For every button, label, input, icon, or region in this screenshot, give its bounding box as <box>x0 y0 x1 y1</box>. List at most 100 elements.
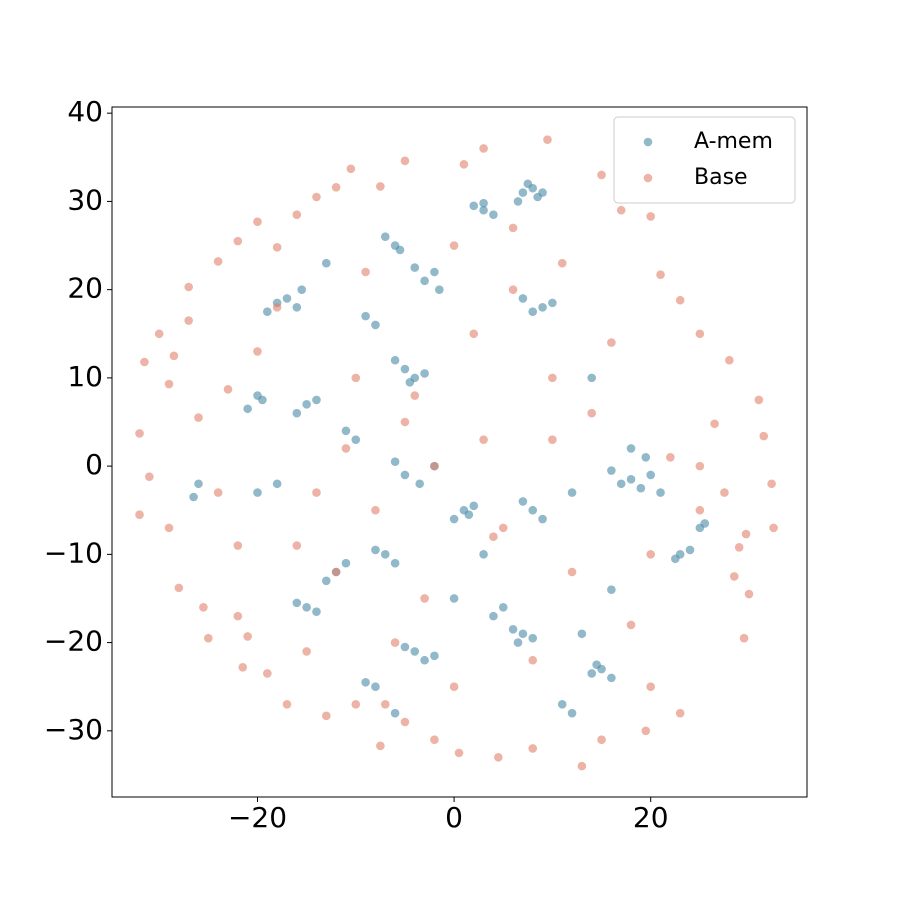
point <box>213 488 223 497</box>
y-tick-label: 0 <box>85 448 103 481</box>
point <box>430 735 439 744</box>
point <box>415 479 424 489</box>
point <box>400 642 410 652</box>
point <box>420 369 429 378</box>
point <box>538 302 547 312</box>
point <box>626 620 636 630</box>
point <box>656 270 665 279</box>
point <box>754 395 764 405</box>
point <box>587 408 597 418</box>
point <box>739 633 749 643</box>
point <box>302 647 311 656</box>
point <box>223 385 233 394</box>
point <box>528 307 538 317</box>
point <box>725 355 734 365</box>
point <box>430 267 439 277</box>
point <box>390 558 400 568</box>
point <box>302 400 311 409</box>
point <box>675 708 685 718</box>
point <box>351 435 361 444</box>
point <box>400 364 410 374</box>
point <box>641 726 651 736</box>
point <box>292 210 302 219</box>
point <box>292 598 302 608</box>
point <box>292 541 302 550</box>
point <box>741 529 751 539</box>
point <box>518 188 528 197</box>
point <box>140 357 149 367</box>
point <box>489 611 498 621</box>
point <box>449 514 459 524</box>
point <box>528 744 538 753</box>
point <box>410 647 420 656</box>
point <box>607 585 616 594</box>
point <box>302 602 311 612</box>
point <box>341 444 351 453</box>
point <box>400 417 410 427</box>
point <box>700 519 710 528</box>
point <box>380 550 390 559</box>
point <box>351 373 361 383</box>
point <box>430 651 439 661</box>
point <box>292 302 302 312</box>
point <box>253 217 262 227</box>
point <box>538 188 547 197</box>
point <box>577 761 587 771</box>
point <box>233 611 243 621</box>
point <box>685 545 695 555</box>
point <box>371 505 380 515</box>
point <box>361 677 370 687</box>
point <box>767 479 776 489</box>
point <box>292 408 302 418</box>
point <box>607 338 616 347</box>
point <box>312 488 321 497</box>
x-tick-label: −20 <box>228 801 287 834</box>
point <box>164 523 174 533</box>
point <box>695 505 705 515</box>
point <box>331 182 341 192</box>
point <box>528 655 538 665</box>
point <box>272 302 282 312</box>
point <box>341 558 351 568</box>
point <box>607 466 616 475</box>
point <box>449 682 459 692</box>
point <box>258 395 267 405</box>
point <box>557 700 567 709</box>
point <box>430 461 439 471</box>
point <box>380 700 390 709</box>
point <box>331 567 341 577</box>
point <box>395 245 405 255</box>
point <box>199 602 208 612</box>
point <box>666 452 675 462</box>
point <box>759 431 769 441</box>
point <box>390 638 400 647</box>
point <box>607 673 616 683</box>
point <box>641 452 651 462</box>
point <box>154 329 164 339</box>
point <box>548 435 557 444</box>
point <box>479 144 488 153</box>
point <box>548 298 557 308</box>
point <box>400 470 410 480</box>
point <box>243 404 252 414</box>
point <box>636 483 646 493</box>
point <box>420 594 429 603</box>
point <box>312 607 321 617</box>
point <box>508 285 518 294</box>
point <box>371 320 380 330</box>
point <box>312 395 321 405</box>
point <box>479 550 488 559</box>
point <box>371 682 380 692</box>
legend-label: Base <box>694 165 748 190</box>
point <box>646 212 655 221</box>
point <box>376 182 385 191</box>
legend-marker <box>643 173 653 183</box>
point <box>420 655 429 665</box>
point <box>523 179 533 189</box>
point <box>528 505 538 515</box>
point <box>646 682 655 692</box>
point <box>341 426 351 436</box>
point <box>351 700 361 709</box>
point <box>543 135 552 144</box>
point <box>410 263 420 272</box>
